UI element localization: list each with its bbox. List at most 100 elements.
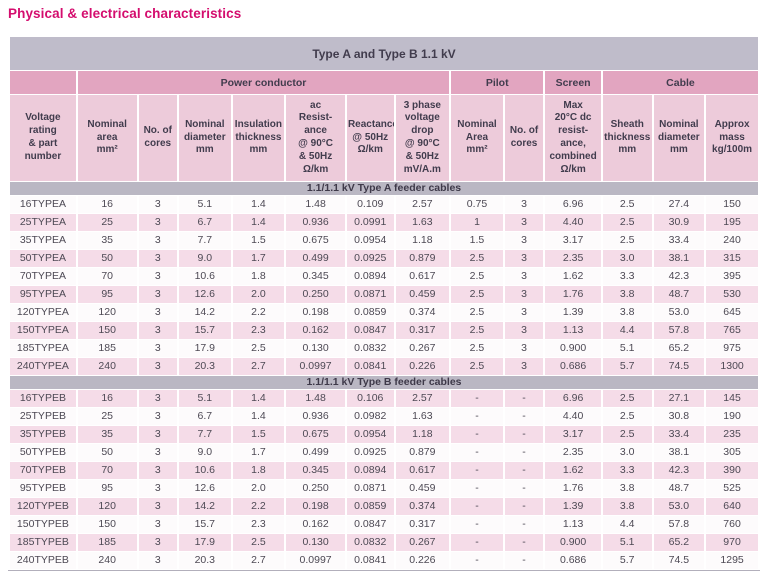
data-cell: 2.5 bbox=[602, 232, 652, 249]
table-row: 35TYPEA 35 3 7.7 1.5 0.675 0.0954 1.18 1.5 3 3.17 2… bbox=[10, 232, 758, 249]
part-number-cell: 25TYPEA bbox=[10, 214, 76, 231]
data-cell: 195 bbox=[706, 214, 758, 231]
data-cell: 0.250 bbox=[286, 286, 345, 303]
data-cell: 0.0832 bbox=[346, 340, 394, 357]
data-cell: 3 bbox=[138, 196, 177, 213]
data-cell: - bbox=[451, 480, 503, 497]
data-cell: 9.0 bbox=[178, 444, 231, 461]
data-cell: 120 bbox=[77, 498, 137, 515]
data-cell: 0.0997 bbox=[286, 552, 345, 569]
data-cell: 0.0832 bbox=[346, 534, 394, 551]
section-header: 1.1/1.1 kV Type A feeder cables bbox=[10, 182, 758, 195]
data-cell: 0.198 bbox=[286, 304, 345, 321]
data-cell: 0.617 bbox=[395, 268, 450, 285]
data-cell: 6.7 bbox=[178, 214, 231, 231]
data-cell: 74.5 bbox=[653, 552, 705, 569]
data-cell: 5.1 bbox=[602, 340, 652, 357]
data-cell: 1.13 bbox=[545, 516, 601, 533]
part-number-cell: 16TYPEA bbox=[10, 196, 76, 213]
data-cell: - bbox=[504, 390, 544, 407]
data-cell: 30.8 bbox=[653, 408, 705, 425]
group-header-blank bbox=[10, 71, 76, 94]
part-number-cell: 120TYPEA bbox=[10, 304, 76, 321]
group-header-cable: Cable bbox=[602, 71, 758, 94]
data-cell: 25 bbox=[77, 214, 137, 231]
data-cell: 7.7 bbox=[178, 232, 231, 249]
data-cell: 185 bbox=[77, 534, 137, 551]
data-cell: 42.3 bbox=[653, 462, 705, 479]
data-cell: 970 bbox=[706, 534, 758, 551]
data-cell: 2.57 bbox=[395, 390, 450, 407]
data-cell: 27.1 bbox=[653, 390, 705, 407]
data-cell: - bbox=[504, 552, 544, 569]
data-cell: 17.9 bbox=[178, 534, 231, 551]
data-cell: 1.8 bbox=[232, 462, 285, 479]
data-cell: 0.936 bbox=[286, 408, 345, 425]
data-cell: 0.499 bbox=[286, 444, 345, 461]
data-cell: 0.879 bbox=[395, 444, 450, 461]
data-cell: 240 bbox=[77, 358, 137, 375]
column-header: Nominal area mm² bbox=[77, 95, 137, 181]
data-cell: 1.48 bbox=[286, 196, 345, 213]
data-cell: 3.8 bbox=[602, 498, 652, 515]
part-number-cell: 50TYPEB bbox=[10, 444, 76, 461]
data-cell: 70 bbox=[77, 462, 137, 479]
data-cell: 2.7 bbox=[232, 552, 285, 569]
column-header: ac Resist- ance @ 90°C & 50Hz Ω/km bbox=[286, 95, 345, 181]
data-cell: 0.879 bbox=[395, 250, 450, 267]
data-cell: 0.0925 bbox=[346, 444, 394, 461]
data-cell: - bbox=[451, 534, 503, 551]
data-cell: 760 bbox=[706, 516, 758, 533]
data-cell: 0.0859 bbox=[346, 304, 394, 321]
data-cell: - bbox=[451, 516, 503, 533]
data-cell: 6.7 bbox=[178, 408, 231, 425]
data-cell: 1.4 bbox=[232, 214, 285, 231]
part-number-cell: 240TYPEA bbox=[10, 358, 76, 375]
data-cell: 50 bbox=[77, 250, 137, 267]
data-cell: 14.2 bbox=[178, 498, 231, 515]
data-cell: 0.345 bbox=[286, 268, 345, 285]
data-cell: 1.63 bbox=[395, 214, 450, 231]
data-cell: 395 bbox=[706, 268, 758, 285]
data-cell: 1.62 bbox=[545, 462, 601, 479]
data-cell: 3 bbox=[138, 232, 177, 249]
data-cell: 0.0997 bbox=[286, 358, 345, 375]
data-cell: 4.40 bbox=[545, 214, 601, 231]
data-cell: 1.39 bbox=[545, 498, 601, 515]
data-cell: - bbox=[504, 498, 544, 515]
data-cell: 2.57 bbox=[395, 196, 450, 213]
part-number-cell: 35TYPEA bbox=[10, 232, 76, 249]
data-cell: 240 bbox=[77, 552, 137, 569]
part-number-cell: 70TYPEB bbox=[10, 462, 76, 479]
data-cell: 0.162 bbox=[286, 322, 345, 339]
data-cell: 0.374 bbox=[395, 498, 450, 515]
data-cell: - bbox=[504, 426, 544, 443]
data-cell: 50 bbox=[77, 444, 137, 461]
data-cell: 3 bbox=[138, 516, 177, 533]
table-body: 1.1/1.1 kV Type A feeder cables 16TYPEA 16… bbox=[10, 182, 758, 569]
part-number-cell: 25TYPEB bbox=[10, 408, 76, 425]
data-cell: 1300 bbox=[706, 358, 758, 375]
data-cell: 2.35 bbox=[545, 250, 601, 267]
data-cell: 0.0982 bbox=[346, 408, 394, 425]
data-cell: 3 bbox=[504, 358, 544, 375]
data-cell: 0.0894 bbox=[346, 268, 394, 285]
data-cell: 3 bbox=[504, 322, 544, 339]
table-row: 185TYPEA 185 3 17.9 2.5 0.130 0.0832 0.267 2.5 3 0… bbox=[10, 340, 758, 357]
table-row: 185TYPEB 185 3 17.9 2.5 0.130 0.0832 0.267- -0.9… bbox=[10, 534, 758, 551]
table-row: 50TYPEA 50 3 9.0 1.7 0.499 0.0925 0.879 2.5 3 2.35… bbox=[10, 250, 758, 267]
data-cell: 2.5 bbox=[602, 196, 652, 213]
section-header-row: 1.1/1.1 kV Type A feeder cables bbox=[10, 182, 758, 195]
data-cell: 35 bbox=[77, 232, 137, 249]
data-cell: 0.0847 bbox=[346, 516, 394, 533]
data-cell: 3 bbox=[138, 480, 177, 497]
table-row: 95TYPEB 95 3 12.6 2.0 0.250 0.0871 0.459- -1.76 3… bbox=[10, 480, 758, 497]
data-cell: 0.0871 bbox=[346, 286, 394, 303]
data-cell: 95 bbox=[77, 480, 137, 497]
data-cell: - bbox=[504, 444, 544, 461]
data-cell: 10.6 bbox=[178, 268, 231, 285]
data-cell: 9.0 bbox=[178, 250, 231, 267]
data-cell: 1295 bbox=[706, 552, 758, 569]
data-cell: 65.2 bbox=[653, 340, 705, 357]
data-cell: 3 bbox=[504, 214, 544, 231]
